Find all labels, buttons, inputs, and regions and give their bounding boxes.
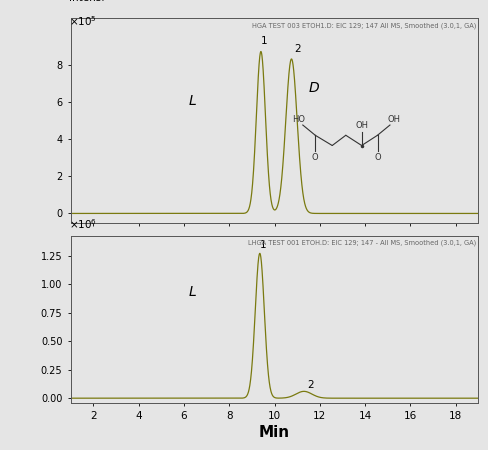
Text: HO: HO — [292, 115, 305, 124]
Text: $\times10^5$: $\times10^5$ — [69, 14, 97, 28]
Text: $\times10^6$: $\times10^6$ — [69, 217, 97, 231]
Text: L: L — [188, 284, 196, 298]
Text: 1: 1 — [261, 36, 267, 46]
Text: 2: 2 — [307, 380, 314, 390]
Text: LHGA TEST 001 ETOH.D: EIC 129; 147 - All MS, Smoothed (3.0,1, GA): LHGA TEST 001 ETOH.D: EIC 129; 147 - All… — [248, 239, 476, 246]
Text: 1: 1 — [260, 240, 266, 250]
X-axis label: Min: Min — [259, 425, 290, 440]
Text: O: O — [374, 153, 381, 162]
Text: Intens.: Intens. — [69, 0, 104, 4]
Text: O: O — [312, 153, 319, 162]
Text: OH: OH — [387, 115, 400, 124]
Text: D: D — [308, 81, 319, 95]
Text: 2: 2 — [294, 44, 301, 54]
Text: OH: OH — [355, 121, 368, 130]
Text: L: L — [188, 94, 196, 108]
Text: HGA TEST 003 ETOH1.D: EIC 129; 147 All MS, Smoothed (3.0,1, GA): HGA TEST 003 ETOH1.D: EIC 129; 147 All M… — [252, 22, 476, 29]
